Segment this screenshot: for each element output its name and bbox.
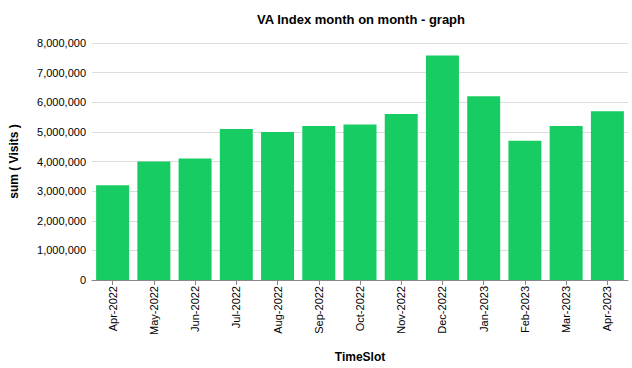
svg-text:Nov-2022: Nov-2022 xyxy=(395,286,407,334)
svg-text:May-2022: May-2022 xyxy=(148,286,160,335)
svg-text:Apr-2022: Apr-2022 xyxy=(107,286,119,331)
svg-text:Jan-2023: Jan-2023 xyxy=(478,286,490,332)
svg-text:6,000,000: 6,000,000 xyxy=(37,96,86,108)
svg-text:5,000,000: 5,000,000 xyxy=(37,126,86,138)
svg-text:Mar-2023: Mar-2023 xyxy=(560,286,572,333)
svg-text:3,000,000: 3,000,000 xyxy=(37,185,86,197)
svg-text:Apr-2023: Apr-2023 xyxy=(601,286,613,331)
svg-text:7,000,000: 7,000,000 xyxy=(37,67,86,79)
svg-text:Dec-2022: Dec-2022 xyxy=(436,286,448,334)
svg-text:Jun-2022: Jun-2022 xyxy=(189,286,201,332)
svg-text:Feb-2023: Feb-2023 xyxy=(519,286,531,333)
svg-text:4,000,000: 4,000,000 xyxy=(37,156,86,168)
svg-text:2,000,000: 2,000,000 xyxy=(37,215,86,227)
svg-text:sum ( Visits ): sum ( Visits ) xyxy=(7,124,21,198)
svg-text:Aug-2022: Aug-2022 xyxy=(272,286,284,334)
svg-text:0: 0 xyxy=(80,274,86,286)
svg-text:1,000,000: 1,000,000 xyxy=(37,244,86,256)
svg-text:8,000,000: 8,000,000 xyxy=(37,37,86,49)
svg-text:Jul-2022: Jul-2022 xyxy=(230,286,242,328)
svg-text:Oct-2022: Oct-2022 xyxy=(354,286,366,331)
svg-text:VA Index month on month - grap: VA Index month on month - graph xyxy=(257,12,465,27)
svg-text:TimeSlot: TimeSlot xyxy=(335,350,385,364)
svg-text:Sep-2022: Sep-2022 xyxy=(313,286,325,334)
